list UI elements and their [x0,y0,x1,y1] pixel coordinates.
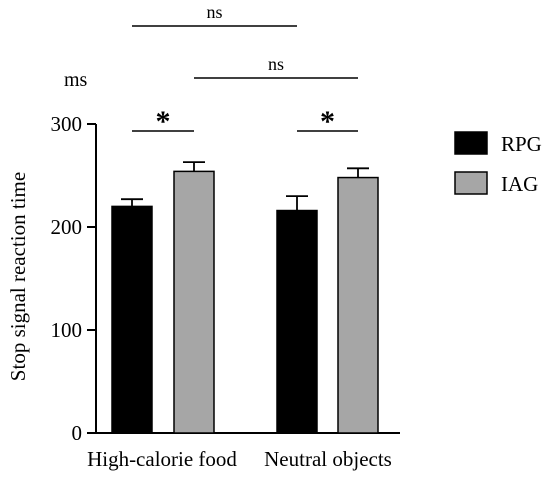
error-bar-rpg-1 [286,195,308,211]
legend-label-iag: IAG [501,172,538,196]
bar-iag-0 [173,170,215,434]
y-tick-label-1: 100 [51,318,83,342]
bar-iag-1 [337,176,379,434]
x-category-label-1: Neutral objects [264,447,392,471]
bars [111,161,379,434]
x-category-label-0: High-calorie food [87,447,237,471]
axes: 0 100 200 300 ms Stop signal reaction time Hig… [6,69,400,471]
legend-swatch-rpg [454,131,488,155]
error-bar-iag-0 [183,161,205,172]
error-bar-rpg-0 [121,198,143,207]
significance-label-1: * [320,105,335,138]
y-axis-title: Stop signal reaction time [6,172,30,381]
legend-label-rpg: RPG [501,132,542,156]
bar-rpg-1 [276,209,318,434]
legend: RPG IAG [454,131,542,196]
bar-rpg-0 [111,205,153,434]
significance-label-3: ns [268,54,284,74]
legend-swatch-iag [454,171,488,195]
y-tick-label-0: 0 [72,421,83,445]
y-unit-label: ms [64,69,88,91]
error-bar-iag-1 [347,167,369,178]
y-tick-label-2: 200 [51,215,83,239]
significance-label-2: ns [206,2,222,22]
significance-label-0: * [156,105,171,138]
significance-annotations: * * ns ns [132,2,358,138]
y-tick-label-3: 300 [51,112,83,136]
